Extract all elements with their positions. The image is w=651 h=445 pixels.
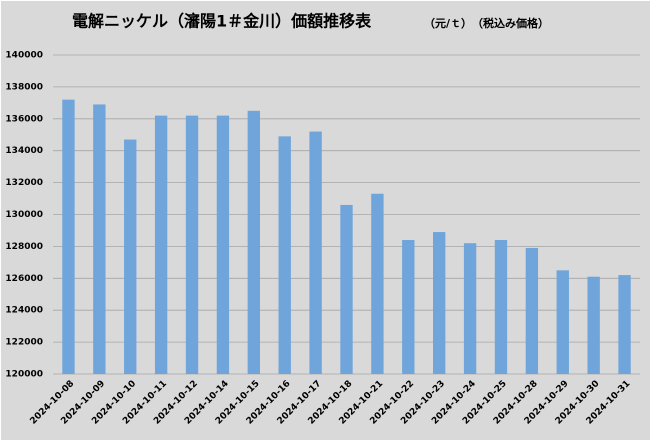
y-tick-label: 130000: [5, 210, 43, 220]
y-tick-label: 124000: [5, 306, 43, 316]
y-tick-label: 120000: [5, 370, 43, 380]
bar: [525, 247, 539, 374]
y-tick-label: 128000: [5, 242, 43, 252]
bar: [124, 139, 137, 374]
chart-subtitle: （元/ｔ） （税込み価格）: [424, 16, 549, 30]
bar: [556, 270, 569, 374]
y-tick-label: 140000: [5, 51, 43, 61]
bar: [371, 193, 384, 374]
bar: [463, 243, 477, 374]
bar: [62, 99, 75, 374]
y-tick-label: 122000: [5, 338, 43, 348]
bar: [309, 131, 322, 374]
bar: [618, 275, 631, 374]
bar: [247, 110, 260, 374]
y-tick-label: 134000: [5, 146, 43, 156]
bar: [154, 115, 168, 375]
bar: [185, 115, 199, 375]
y-tick-label: 136000: [5, 114, 43, 124]
bar: [216, 115, 230, 375]
y-tick-label: 132000: [5, 178, 43, 188]
bar: [93, 104, 106, 374]
bar: [278, 136, 291, 374]
bar: [340, 204, 353, 374]
y-tick-label: 138000: [5, 82, 43, 92]
chart-title: 電解ニッケル（瀋陽1＃金川）価額推移表: [72, 12, 372, 31]
bar: [433, 232, 446, 374]
bar: [402, 240, 415, 374]
y-tick-label: 126000: [5, 274, 43, 284]
bar: [587, 276, 600, 374]
bar: [494, 240, 508, 374]
